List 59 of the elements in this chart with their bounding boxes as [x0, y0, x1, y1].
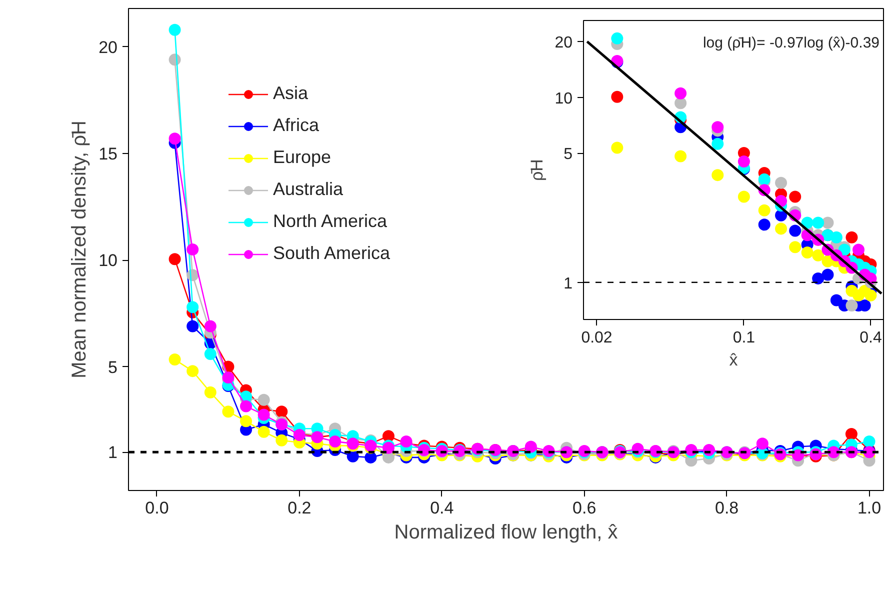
x-tick-label: 0.6	[572, 498, 596, 518]
legend-label: Africa	[273, 115, 320, 136]
point	[400, 435, 412, 448]
x-axis-title: Normalized flow length, x̂	[394, 522, 618, 544]
point	[845, 428, 858, 440]
point	[204, 348, 216, 360]
legend-label: South America	[273, 243, 390, 264]
x-tick-label: 0.0	[145, 498, 169, 518]
x-tick-label: 0.4	[430, 498, 454, 518]
point	[204, 386, 216, 398]
point	[258, 408, 270, 421]
y-tick-label: 5	[108, 358, 118, 377]
point	[524, 440, 537, 453]
point	[186, 320, 199, 332]
point	[329, 435, 342, 448]
y-axis-title: ρ̄H	[528, 159, 547, 181]
point	[863, 435, 876, 448]
y-tick-label: 5	[564, 146, 573, 164]
y-tick-label: 20	[98, 38, 118, 57]
point	[222, 371, 234, 384]
point	[364, 451, 377, 464]
point	[258, 394, 270, 406]
point	[204, 320, 216, 332]
y-tick-label: 1	[108, 443, 118, 462]
y-tick-label: 15	[98, 144, 118, 164]
point	[346, 450, 359, 462]
y-tick-label: 10	[554, 90, 573, 108]
point	[756, 438, 768, 450]
y-tick-label: 10	[98, 251, 118, 270]
y-tick-label: 1	[564, 275, 573, 292]
legend-label: North America	[273, 211, 388, 232]
x-tick-label: 0.1	[732, 330, 756, 346]
point	[168, 354, 181, 366]
point	[258, 426, 270, 438]
x-axis-title: x̂	[729, 350, 738, 370]
point	[293, 429, 306, 442]
legend-label: Europe	[273, 147, 332, 168]
point	[276, 434, 288, 446]
x-tick-label: 0.02	[581, 330, 612, 346]
y-tick-label: 20	[554, 34, 573, 52]
y-axis-title: Mean normalized density, ρ̄H	[68, 120, 91, 378]
point	[186, 244, 199, 256]
point	[186, 301, 199, 314]
point	[240, 400, 252, 412]
point	[168, 253, 181, 266]
point	[168, 132, 181, 145]
point	[382, 430, 394, 442]
point	[222, 406, 234, 418]
annotation: log (ρ̄H)= -0.97log (x̂)-0.39	[702, 34, 880, 52]
point	[186, 365, 199, 378]
x-tick-label: 0.4	[860, 330, 882, 346]
legend-label: Australia	[273, 179, 344, 200]
legend-label: Asia	[273, 83, 308, 104]
point	[276, 406, 288, 418]
point	[168, 24, 181, 36]
x-tick-label: 1.0	[857, 498, 882, 518]
point	[240, 415, 252, 428]
x-tick-label: 0.8	[714, 498, 739, 518]
x-tick-label: 0.2	[288, 498, 312, 518]
